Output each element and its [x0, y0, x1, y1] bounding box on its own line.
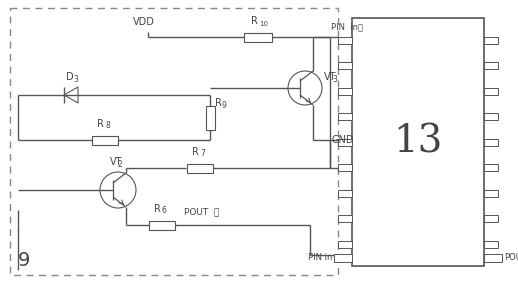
Bar: [334, 254, 352, 262]
Bar: [484, 87, 498, 95]
Bar: [484, 189, 498, 197]
Bar: [484, 254, 502, 262]
Bar: [10, 8, 338, 275]
Bar: [338, 215, 352, 222]
Text: 2: 2: [118, 160, 123, 169]
Bar: [484, 62, 498, 69]
Bar: [338, 139, 352, 145]
Text: 9: 9: [18, 251, 31, 270]
Bar: [92, 135, 118, 145]
Text: 7: 7: [200, 149, 205, 158]
Text: PIN  in端: PIN in端: [331, 22, 363, 31]
Bar: [244, 32, 272, 41]
Text: 3: 3: [332, 75, 337, 84]
Bar: [338, 164, 352, 171]
Text: R: R: [251, 16, 258, 26]
Bar: [484, 139, 498, 145]
Text: VT: VT: [324, 72, 337, 82]
Text: R: R: [192, 147, 199, 157]
Text: R: R: [215, 97, 222, 108]
Text: VDD: VDD: [133, 17, 155, 27]
Bar: [352, 18, 484, 266]
Text: 3: 3: [73, 75, 78, 84]
Text: R: R: [154, 204, 161, 214]
Bar: [484, 164, 498, 171]
Bar: [338, 241, 352, 247]
Bar: [338, 113, 352, 120]
Bar: [338, 189, 352, 197]
Bar: [149, 220, 175, 229]
Bar: [484, 241, 498, 247]
Text: GND: GND: [332, 135, 354, 145]
Bar: [338, 87, 352, 95]
Text: 8: 8: [105, 121, 110, 130]
Text: D: D: [66, 72, 74, 82]
Text: VT: VT: [110, 157, 122, 167]
Text: 13: 13: [393, 124, 443, 160]
Bar: [484, 215, 498, 222]
Text: POUT  端: POUT 端: [184, 207, 220, 216]
Text: 10: 10: [259, 21, 268, 27]
Text: 9: 9: [222, 101, 227, 110]
Bar: [187, 164, 213, 172]
Bar: [484, 37, 498, 43]
Bar: [484, 113, 498, 120]
Bar: [206, 105, 214, 130]
Text: 6: 6: [161, 206, 166, 215]
Bar: [338, 62, 352, 69]
Text: POUT: POUT: [504, 254, 518, 262]
Bar: [338, 37, 352, 43]
Text: R: R: [97, 119, 104, 129]
Text: PIN in: PIN in: [308, 254, 332, 262]
